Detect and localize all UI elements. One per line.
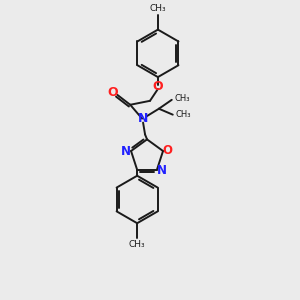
Text: O: O xyxy=(162,143,172,157)
Text: O: O xyxy=(153,80,163,94)
Text: CH₃: CH₃ xyxy=(150,4,166,13)
Text: CH₃: CH₃ xyxy=(176,110,191,119)
Text: N: N xyxy=(138,112,148,125)
Text: N: N xyxy=(121,146,131,158)
Text: CH₃: CH₃ xyxy=(175,94,190,103)
Text: N: N xyxy=(157,164,167,177)
Text: CH₃: CH₃ xyxy=(129,240,146,249)
Text: O: O xyxy=(107,86,118,99)
